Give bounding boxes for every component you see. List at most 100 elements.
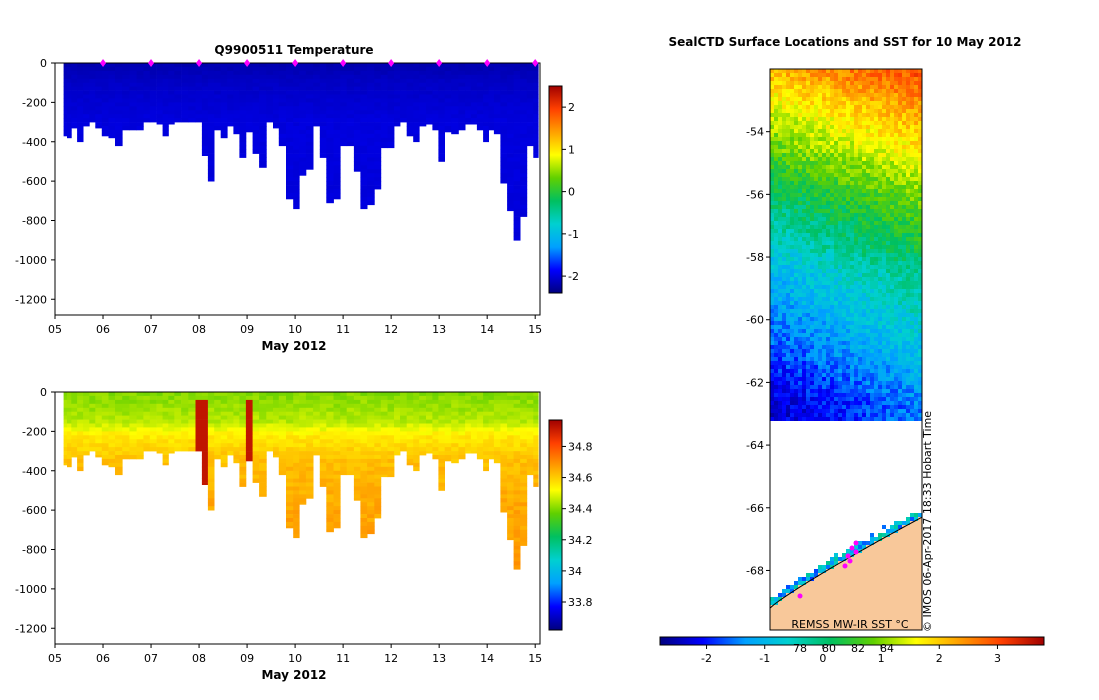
section-cell [507, 189, 514, 194]
section-cell [451, 94, 459, 99]
sst-cell [850, 129, 855, 134]
section-cell [346, 141, 355, 147]
section-cell [89, 403, 96, 409]
sst-cell [834, 217, 839, 222]
section-cell [233, 102, 240, 107]
sst-cell [802, 241, 807, 246]
section-cell [387, 98, 395, 103]
sst-cell [774, 197, 779, 202]
sst-cell [834, 93, 839, 98]
section-cell [168, 407, 175, 413]
section-cell [293, 533, 300, 539]
section-cell [533, 392, 539, 397]
section-cell [286, 157, 294, 162]
section-cell [174, 114, 182, 119]
sst-cell [782, 121, 787, 126]
section-cell [181, 427, 189, 432]
sst-cell [830, 89, 835, 94]
sst-cell [850, 85, 855, 90]
section-cell [387, 133, 395, 139]
sst-cell [818, 129, 823, 134]
section-cell [520, 189, 528, 194]
sst-cell [810, 201, 815, 206]
sst-cell [898, 157, 903, 162]
section-cell [387, 474, 395, 478]
section-cell [71, 63, 78, 68]
salinity-section [63, 392, 539, 570]
sst-cell [782, 201, 787, 206]
section-cell [432, 435, 439, 440]
sst-cell [830, 113, 835, 118]
x-tick-label: 06 [96, 323, 110, 336]
section-cell [340, 427, 348, 432]
sst-cell [850, 241, 855, 246]
sst-cell [818, 113, 823, 118]
temperature-panel: Q9900511 Temperature 0-200-400-600-800-1… [15, 43, 579, 353]
section-cell [432, 419, 439, 424]
sst-cell [790, 237, 795, 242]
colorbar-tick-label: -1 [568, 228, 579, 241]
section-cell [367, 165, 375, 170]
sst-cell [854, 237, 859, 242]
section-cell [95, 122, 103, 127]
section-cell [201, 447, 209, 452]
sst-cell [814, 125, 819, 130]
section-cell [181, 415, 189, 420]
section-cell [77, 114, 84, 119]
section-cell [387, 90, 395, 95]
section-cell [367, 458, 375, 464]
section-cell [188, 118, 196, 123]
section-cell [470, 431, 478, 436]
section-cell [500, 157, 508, 162]
section-cell [319, 399, 327, 405]
section-cell [333, 110, 341, 115]
section-cell [458, 126, 466, 131]
section-cell [239, 153, 247, 158]
section-cell [286, 66, 294, 72]
section-cell [239, 145, 247, 150]
section-cell [426, 106, 433, 111]
y-tick-label: -800 [22, 544, 47, 557]
sst-cell [838, 241, 843, 246]
section-cell [305, 122, 314, 127]
section-cell [326, 153, 334, 158]
sst-cell [790, 141, 795, 146]
sst-cell [906, 97, 911, 102]
section-cell [367, 90, 375, 95]
section-cell [488, 455, 495, 460]
section-cell [380, 395, 388, 401]
sst-cell [826, 169, 831, 174]
section-cell [293, 177, 300, 182]
section-cell [326, 122, 334, 127]
section-cell [400, 407, 408, 413]
section-cell [406, 102, 414, 107]
section-cell [493, 110, 501, 115]
sst-cell [882, 153, 887, 158]
sst-cell [874, 169, 879, 174]
sst-cell [882, 137, 887, 142]
sst-cell [770, 197, 775, 202]
section-cell [432, 110, 439, 115]
sst-cell [850, 109, 855, 114]
section-cell [438, 482, 445, 487]
sst-cell [806, 177, 811, 182]
section-cell [520, 118, 528, 123]
section-cell [63, 423, 68, 428]
sst-cell [850, 133, 855, 138]
section-cell [380, 435, 388, 440]
section-cell [438, 462, 445, 468]
sst-cell [790, 185, 795, 190]
section-cell [432, 431, 439, 436]
section-cell [374, 486, 382, 491]
sst-cell [782, 97, 787, 102]
section-cell [195, 66, 203, 72]
section-cell [252, 82, 260, 87]
section-cell [195, 435, 203, 440]
section-cell [156, 74, 163, 80]
section-cell [333, 411, 341, 416]
sst-cell [822, 177, 827, 182]
section-cell [406, 90, 414, 95]
section-cell [162, 74, 169, 80]
section-cell [470, 395, 478, 401]
section-cell [220, 86, 228, 91]
